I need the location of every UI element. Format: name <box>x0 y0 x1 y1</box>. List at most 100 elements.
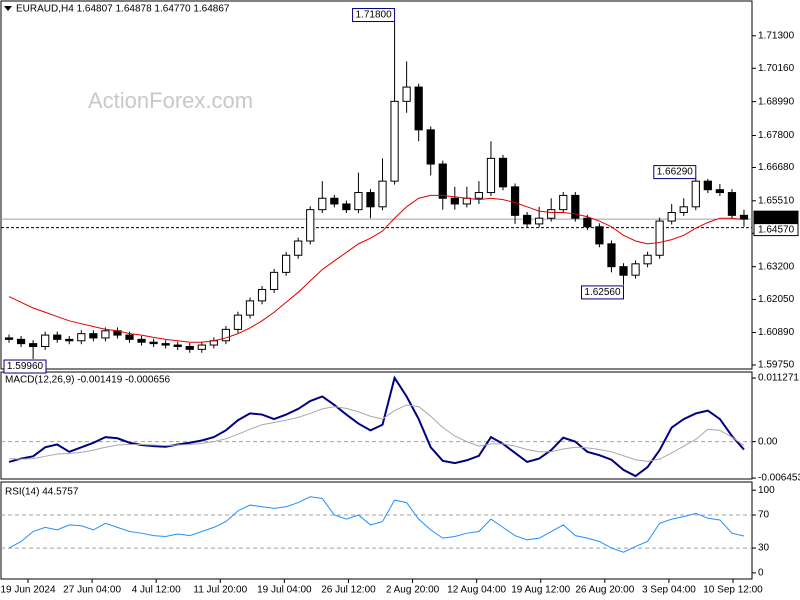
series-line <box>8 496 745 553</box>
y-tick-label: 1.65510 <box>758 195 795 206</box>
candle-body <box>390 100 399 182</box>
annotation-box <box>3 359 47 374</box>
candle-body <box>197 344 206 350</box>
y-tick-label: 70 <box>758 510 770 521</box>
candle-body <box>65 338 74 342</box>
x-tick-label: 26 Jul 12:00 <box>321 585 376 596</box>
x-tick-label: 12 Aug 04:00 <box>447 585 506 596</box>
candle-body <box>233 314 243 330</box>
candle-body <box>161 343 170 346</box>
candle-body <box>101 330 110 339</box>
candle-body <box>185 345 194 350</box>
y-tick-label: 1.70160 <box>758 63 795 74</box>
candle-body <box>16 338 26 345</box>
y-tick-label: 0 <box>758 568 764 579</box>
candle-body <box>41 334 50 347</box>
candle-body <box>474 192 484 199</box>
candle-body <box>257 288 267 302</box>
candle-body <box>149 341 158 345</box>
candle-body <box>498 157 508 188</box>
candle-body <box>571 194 580 219</box>
x-tick-label: 2 Aug 20:00 <box>386 585 440 596</box>
candle-body <box>486 157 496 194</box>
candle-body <box>679 206 688 214</box>
candle-body <box>655 220 664 256</box>
y-tick-label: 1.63200 <box>758 261 795 272</box>
y-tick-label: 1.71300 <box>758 30 795 41</box>
x-tick-label: 11 Jul 20:00 <box>193 585 247 596</box>
y-tick-label: 1.68990 <box>758 96 795 107</box>
candle-body <box>583 217 592 228</box>
candle-body <box>173 344 182 347</box>
candle-body <box>739 214 749 220</box>
chart-title: EURAUD,H4 1.64807 1.64878 1.64770 1.6486… <box>16 4 230 15</box>
series-line <box>8 375 745 478</box>
candle-body <box>522 214 532 225</box>
candle-body <box>535 217 544 225</box>
candle-body <box>77 333 86 342</box>
y-tick-label: 1.59750 <box>758 360 795 371</box>
x-tick-label: 3 Sep 04:00 <box>642 585 696 596</box>
candle-body <box>559 194 568 211</box>
candle-body <box>125 334 134 340</box>
x-tick-label: 27 Jun 04:00 <box>63 585 121 596</box>
candle-body <box>342 203 351 211</box>
x-tick-label: 26 Aug 20:00 <box>575 585 634 596</box>
y-tick-label: -0.006453 <box>758 473 800 484</box>
y-tick-label: 1.60890 <box>758 327 795 338</box>
annotation-box <box>580 285 624 300</box>
candle-body <box>330 197 339 205</box>
panel-frame <box>0 0 753 370</box>
x-tick-label: 19 Aug 12:00 <box>511 585 570 596</box>
y-tick-label: 30 <box>758 543 770 554</box>
price-tag-label: 1.64867 <box>758 212 795 223</box>
y-tick-label: 100 <box>758 485 775 496</box>
candle-body <box>727 192 737 216</box>
candle-body <box>631 263 640 276</box>
candle-body <box>294 240 303 256</box>
y-tick-label: 1.67800 <box>758 130 795 141</box>
annotation-label: 1.62560 <box>584 287 621 298</box>
annotation-label: 1.71800 <box>355 10 392 21</box>
annotation-box <box>653 165 697 180</box>
y-tick-label: 0.00 <box>758 436 778 447</box>
annotation-label: 1.59960 <box>7 361 44 372</box>
candle-body <box>221 328 231 342</box>
series-line <box>9 404 745 462</box>
menu-triangle[interactable] <box>4 6 12 11</box>
annotation-label: 1.66290 <box>657 167 694 178</box>
candle-body <box>426 129 435 165</box>
candle-body <box>462 197 471 205</box>
candle-body <box>318 197 327 211</box>
y-tick-label: 1.66680 <box>758 162 795 173</box>
x-tick-label: 10 Sep 12:00 <box>703 585 763 596</box>
candle-body <box>438 163 447 199</box>
watermark: ActionForex.com <box>88 88 253 113</box>
candle-body <box>667 212 676 222</box>
candle-body <box>29 343 38 347</box>
candle-body <box>715 189 724 194</box>
price-tag <box>753 223 799 237</box>
candle-body <box>89 333 98 339</box>
candle-body <box>378 180 387 208</box>
candle-body <box>366 192 375 208</box>
candle-body <box>306 209 315 242</box>
candle-body <box>414 86 423 131</box>
panel-frame <box>0 481 753 580</box>
candle-body <box>137 338 146 343</box>
candle-body <box>691 180 700 208</box>
panel-frame <box>0 371 753 480</box>
x-tick-label: 4 Jul 12:00 <box>132 585 181 596</box>
x-tick-label: 19 Jul 04:00 <box>257 585 312 596</box>
candle-body <box>510 186 520 216</box>
macd-title: MACD(12,26,9) -0.001419 -0.000656 <box>5 375 171 386</box>
rsi-title: RSI(14) 44.5757 <box>5 487 79 498</box>
candle-body <box>402 86 411 102</box>
candle-body <box>282 254 291 273</box>
candle-body <box>607 243 616 268</box>
y-tick-label: 1.62050 <box>758 294 795 305</box>
moving-average <box>8 194 745 343</box>
